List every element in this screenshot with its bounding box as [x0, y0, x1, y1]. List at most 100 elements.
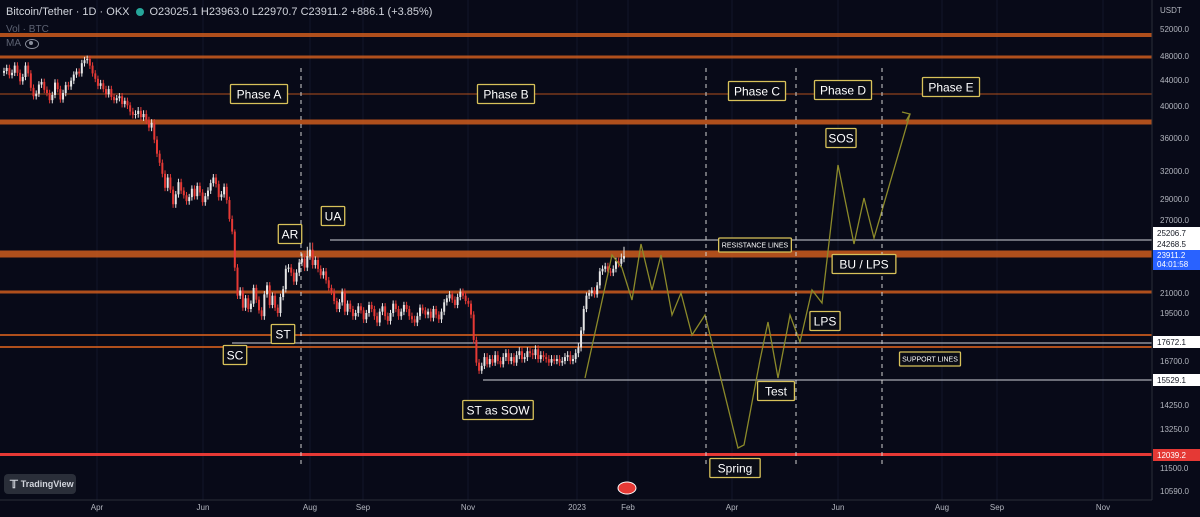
candle-body [609, 271, 612, 273]
candle-body [521, 351, 524, 360]
candle-body [373, 309, 376, 317]
candle-body [475, 339, 478, 363]
price-tick-label: 16700.0 [1160, 357, 1189, 366]
time-tick-label: Sep [356, 503, 371, 512]
candle-body [80, 63, 83, 74]
candle-body [287, 267, 290, 269]
bu-lps-label-box [831, 253, 897, 275]
candle-body [255, 287, 258, 300]
candle-body [172, 189, 175, 205]
low-support-line [0, 453, 1152, 456]
candle-body [343, 291, 346, 312]
projection-polyline [584, 113, 911, 449]
candle-body [303, 258, 306, 268]
candle-body [158, 153, 161, 163]
price-badge-red [1153, 449, 1200, 461]
candle-body [48, 93, 51, 101]
annotations: Phase A Phase B Phase C Phase D Phase E SC AR S… [222, 76, 981, 495]
sc-label-box [222, 344, 248, 366]
test-label-box [756, 380, 796, 402]
candle-body [72, 74, 75, 81]
phase-c-label: Phase C [734, 84, 780, 98]
candle-body [368, 305, 371, 313]
time-tick-label: Apr [91, 503, 104, 512]
candle-body [308, 249, 311, 257]
lps-label-box [809, 310, 841, 332]
candle-body [182, 190, 185, 196]
candle-body [539, 355, 542, 360]
price-badge [1153, 227, 1200, 239]
candle-body [137, 110, 140, 114]
candle-body [231, 218, 234, 232]
candle-body [107, 89, 110, 95]
candle-body [558, 359, 561, 363]
eye-hidden-icon[interactable] [25, 38, 39, 49]
candle-body [282, 289, 285, 297]
phase-b-label-box [476, 83, 536, 105]
st-label: ST [275, 327, 291, 341]
resistance-line [0, 33, 1152, 37]
candle-body [279, 297, 282, 313]
grid [96, 0, 1104, 500]
resistance-line [0, 119, 1152, 125]
candle-body [346, 303, 349, 312]
countdown-timer: 04:01:58 [1157, 260, 1189, 269]
candle-body [413, 319, 416, 323]
candle-body [370, 305, 373, 309]
candle-body [421, 307, 424, 311]
candle-body [322, 271, 325, 276]
candle-body [394, 303, 397, 309]
st-as-sow-label: ST as SOW [466, 403, 530, 417]
candle-body [123, 100, 126, 105]
tradingview-text: TradingView [20, 479, 74, 489]
ar-label-box [277, 223, 303, 245]
ma-label: MA [6, 38, 21, 49]
candle-body [129, 105, 132, 112]
candle-body [384, 306, 387, 317]
candle-body [166, 177, 169, 188]
candle-body [142, 114, 145, 118]
resistance-lines-note: RESISTANCE LINES [722, 243, 789, 250]
candle-body [110, 89, 113, 97]
candle-body [317, 259, 320, 269]
phase-c-label-box [727, 80, 787, 102]
time-tick-label: Aug [935, 503, 949, 512]
price-badge [1153, 238, 1200, 250]
volume-legend[interactable]: Vol · BTC [6, 24, 49, 35]
candle-body [193, 188, 196, 197]
symbol-title[interactable]: Bitcoin/Tether · 1D · OKX [6, 6, 130, 18]
candle-body [598, 271, 601, 286]
candle-body [596, 285, 599, 295]
candle-body [225, 186, 228, 201]
support-lines-note-box [898, 351, 962, 367]
candle-body [443, 302, 446, 312]
price-tick-label: 11500.0 [1160, 464, 1189, 473]
candle-body [13, 65, 16, 73]
candle-body [494, 355, 497, 363]
time-tick-label: Sep [990, 503, 1005, 512]
status-dot-icon [135, 8, 144, 16]
candle-body [29, 73, 32, 88]
candle-body [115, 98, 118, 101]
price-tick-label: 13250.0 [1160, 425, 1189, 434]
candle-body [325, 271, 328, 281]
candle-body [139, 110, 142, 118]
candle-body [359, 306, 362, 311]
candle-body [306, 256, 309, 268]
candle-body [190, 188, 193, 198]
candle-body [354, 313, 357, 317]
candle-body [445, 298, 448, 303]
candle-body [247, 298, 250, 309]
ma-legend[interactable]: MA [6, 38, 39, 49]
candle-body [201, 192, 204, 203]
candle-body [529, 351, 532, 354]
price-tick-label: 21000.0 [1160, 289, 1189, 298]
sos-label-box [825, 127, 857, 149]
phase-d-label: Phase D [820, 83, 866, 97]
candle-body [121, 96, 124, 105]
candle-body [507, 353, 510, 361]
price-tick-label: 29000.0 [1160, 195, 1189, 204]
candles [3, 55, 625, 374]
candle-body [43, 81, 46, 90]
